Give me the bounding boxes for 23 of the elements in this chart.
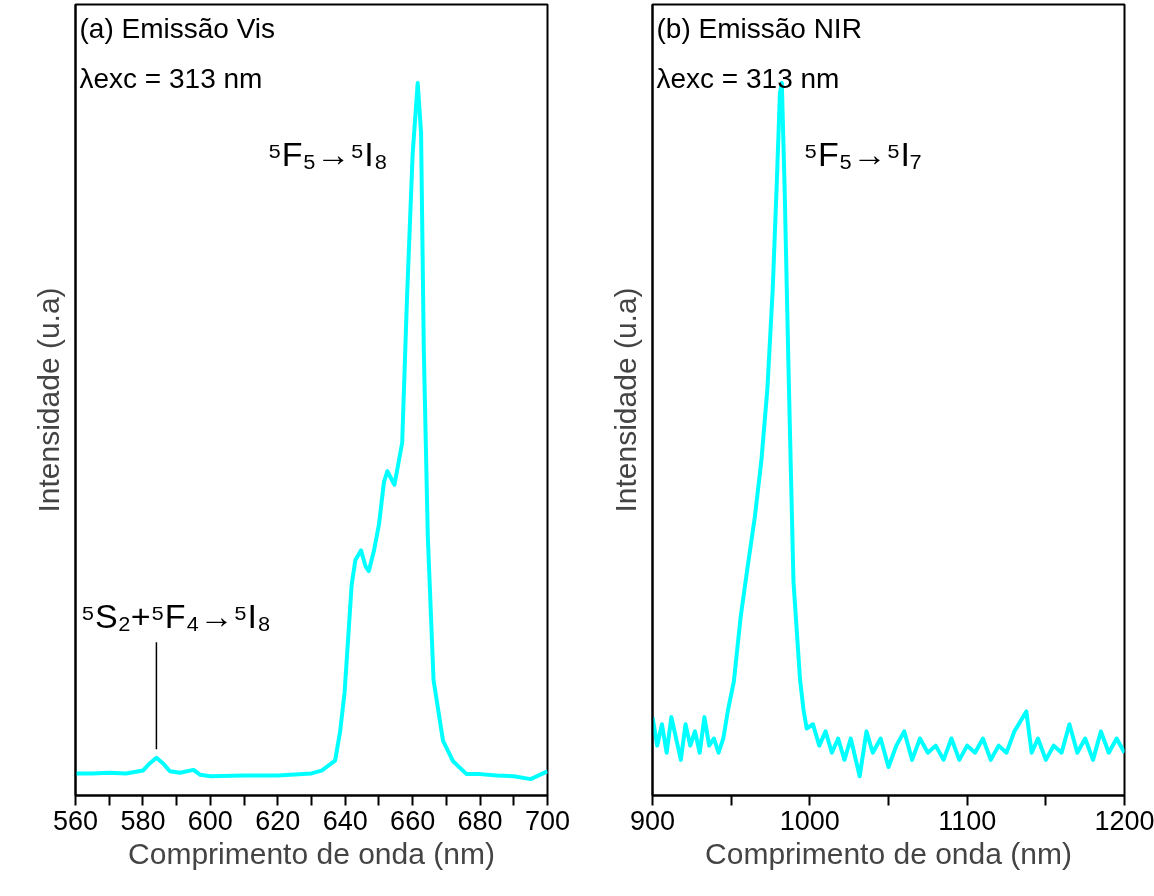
x-tick-label: 1000	[779, 805, 840, 836]
x-tick-label: 680	[457, 805, 503, 836]
x-tick-label: 1200	[1094, 805, 1154, 836]
text: (b) Emissão NIR	[656, 12, 862, 44]
x-tick-label: 700	[524, 805, 571, 836]
annotation: ⁵F₅→⁵I₇	[803, 135, 922, 174]
y-axis-title: Intensidade (u.a)	[608, 287, 642, 513]
annotation: ⁵F₅→⁵I₈	[267, 135, 388, 174]
x-axis-title: Comprimento de onda (nm)	[705, 836, 1072, 870]
annotation: λexc = 313 nm	[656, 62, 840, 94]
annotation: λexc = 313 nm	[79, 62, 263, 94]
x-tick-label: 600	[187, 805, 233, 836]
x-tick-label: 640	[322, 805, 368, 836]
x-axis-title: Comprimento de onda (nm)	[128, 836, 495, 870]
x-tick-label: 1100	[938, 805, 997, 836]
x-tick-label: 580	[120, 805, 166, 836]
x-tick-label: 900	[629, 805, 676, 836]
y-axis-title: Intensidade (u.a)	[31, 287, 65, 513]
x-tick-label: 620	[255, 805, 301, 836]
annotation: ⁵S₂+⁵F₄→⁵I₈	[80, 597, 272, 636]
text: (a) Emissão Vis	[79, 12, 276, 44]
x-tick-label: 560	[52, 805, 99, 836]
x-tick-label: 660	[390, 805, 436, 836]
